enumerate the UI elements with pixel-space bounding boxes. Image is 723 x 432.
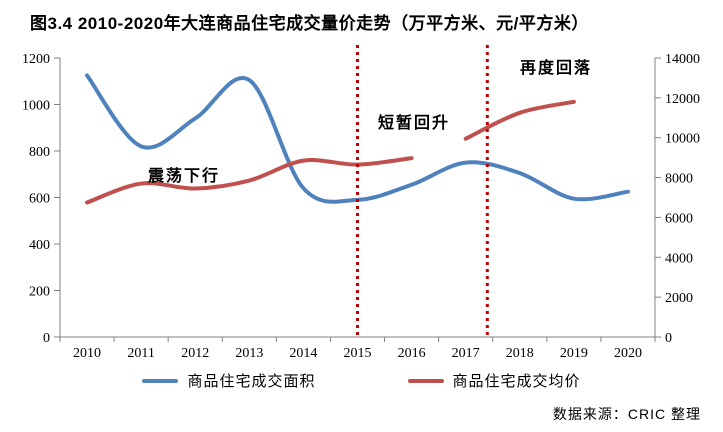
y-right-tick-label: 6000 <box>665 211 693 226</box>
y-left-tick-label: 200 <box>29 285 50 300</box>
y-right-tick-label: 2000 <box>665 291 693 306</box>
price-series-line <box>463 99 576 141</box>
annotation-phase-fallback: 再度回落 <box>520 60 593 77</box>
x-tick-label: 2017 <box>452 346 480 361</box>
y-left-tick-label: 800 <box>29 145 50 160</box>
x-tick-label: 2013 <box>235 346 263 361</box>
x-tick-label: 2014 <box>289 346 317 361</box>
legend-label-area: 商品住宅成交面积 <box>187 373 316 390</box>
legend-item-area: 商品住宅成交面积 <box>142 370 315 391</box>
annotation-phase-rebound: 短暂回升 <box>378 115 451 132</box>
x-tick-label: 2018 <box>506 346 534 361</box>
y-right-tick-label: 4000 <box>665 251 693 266</box>
x-tick-label: 2011 <box>127 346 154 361</box>
y-right-tick-label: 8000 <box>665 172 693 187</box>
x-tick-label: 2020 <box>614 346 642 361</box>
area-series-line <box>85 73 630 204</box>
area-series-swatch-icon <box>142 378 179 383</box>
x-tick-label: 2012 <box>181 346 209 361</box>
price-series-line <box>85 156 414 205</box>
x-tick-label: 2015 <box>344 346 372 361</box>
x-tick-label: 2016 <box>398 346 426 361</box>
annotation-phase-down: 震荡下行 <box>148 168 221 185</box>
y-right-tick-label: 14000 <box>665 52 700 67</box>
y-left-tick-label: 600 <box>29 192 50 207</box>
data-source-note: 数据来源：CRIC 整理 <box>552 406 701 422</box>
y-right-tick-label: 10000 <box>665 132 700 147</box>
chart-legend: 商品住宅成交面积 商品住宅成交均价 <box>0 370 723 391</box>
x-tick-label: 2019 <box>560 346 588 361</box>
y-left-tick-label: 1200 <box>22 52 50 67</box>
figure-title: 图3.4 2010-2020年大连商品住宅成交量价走势（万平方米、元/平方米） <box>30 14 589 33</box>
y-left-tick-label: 1000 <box>22 99 50 114</box>
legend-label-price: 商品住宅成交均价 <box>452 373 581 390</box>
y-right-tick-label: 12000 <box>665 92 700 107</box>
price-series-swatch-icon <box>407 378 444 383</box>
x-tick-label: 2010 <box>73 346 101 361</box>
y-left-tick-label: 0 <box>43 331 50 346</box>
legend-item-price: 商品住宅成交均价 <box>407 370 581 391</box>
y-right-tick-label: 0 <box>665 331 672 346</box>
y-left-tick-label: 400 <box>29 238 50 253</box>
